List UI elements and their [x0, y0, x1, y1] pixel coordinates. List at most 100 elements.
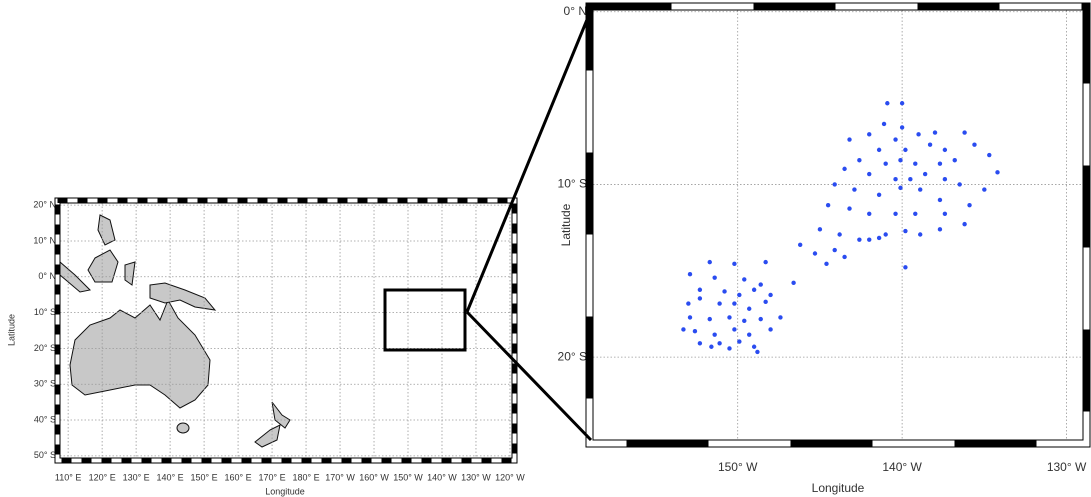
- point: [867, 237, 872, 242]
- point: [899, 125, 905, 130]
- point: [972, 142, 977, 147]
- point: [942, 211, 948, 216]
- x-tick-label: 170° W: [325, 472, 355, 482]
- x-tick-label: 150° W: [393, 472, 423, 482]
- point: [737, 292, 742, 298]
- point: [885, 101, 890, 106]
- y-tick-label: 10° N: [33, 235, 56, 245]
- map-layers: 110° E 120° E 130° E 140° E 150° E 160° E 170°…: [6, 2, 1091, 496]
- y-tick-label: 20° N: [33, 200, 56, 210]
- point: [903, 265, 908, 270]
- point: [778, 315, 783, 320]
- point: [768, 292, 773, 298]
- x-tick-label: 140° W: [427, 472, 457, 482]
- point: [758, 282, 763, 287]
- point: [791, 280, 796, 286]
- point: [847, 206, 852, 211]
- frame-inner: [592, 9, 1084, 441]
- frame-band: [586, 3, 1090, 447]
- point: [962, 221, 967, 227]
- point: [918, 232, 923, 237]
- point: [903, 228, 908, 234]
- point: [692, 329, 698, 334]
- y-tick-label: 0° N: [564, 4, 587, 18]
- x-tick-label: 170° E: [259, 472, 286, 482]
- point: [899, 101, 905, 106]
- point: [922, 171, 928, 177]
- point: [697, 341, 703, 346]
- x-tick-label: 150° W: [718, 460, 758, 474]
- y-axis-label: Latitude: [6, 314, 16, 346]
- point: [709, 344, 714, 349]
- point: [747, 332, 752, 337]
- point: [697, 296, 703, 301]
- x-tick-label: 130° W: [1047, 460, 1087, 474]
- inset-box: [383, 288, 467, 352]
- point: [727, 346, 732, 351]
- y-tick-label: 0° N: [38, 271, 56, 281]
- sulawesi: [124, 261, 136, 286]
- x-tick-label: 160° W: [359, 472, 389, 482]
- x-tick-label: 110° E: [55, 472, 81, 482]
- y-tick-label: 30° S: [34, 379, 56, 389]
- x-tick-label: 160° E: [225, 472, 252, 482]
- point: [893, 177, 898, 182]
- point: [847, 137, 852, 142]
- point: [742, 277, 747, 282]
- x-tick-label: 120° W: [495, 472, 525, 482]
- x-tick-label: 130° W: [461, 472, 491, 482]
- point: [918, 187, 923, 192]
- new-zealand-south: [254, 424, 281, 448]
- point: [697, 287, 703, 292]
- point: [825, 202, 831, 208]
- y-tick-label: 20° S: [34, 343, 56, 353]
- point: [832, 182, 837, 187]
- x-axis-label: Longitude: [265, 486, 305, 496]
- australia: [69, 298, 211, 409]
- point: [908, 177, 913, 182]
- point: [717, 341, 722, 346]
- point: [817, 227, 823, 232]
- point: [763, 299, 768, 305]
- point: [898, 158, 903, 163]
- point: [751, 287, 757, 292]
- new-guinea: [149, 282, 217, 311]
- y-tick-label: 40° S: [34, 414, 56, 424]
- point: [927, 142, 933, 147]
- x-tick-label: 120° E: [89, 472, 116, 482]
- point: [797, 242, 803, 248]
- x-tick-label: 180° E: [292, 472, 319, 482]
- point: [942, 177, 948, 182]
- point: [898, 185, 903, 191]
- point: [812, 251, 818, 256]
- x-axis-label: Longitude: [812, 481, 865, 495]
- point: [913, 211, 918, 216]
- point: [893, 137, 898, 142]
- x-tick-label: 140° W: [882, 460, 922, 474]
- point: [876, 235, 882, 241]
- point: [707, 316, 712, 322]
- point: [867, 132, 872, 137]
- x-tick-label: 140° E: [157, 472, 184, 482]
- point: [758, 316, 763, 322]
- point: [837, 232, 842, 237]
- point: [982, 187, 987, 192]
- frame-dashes: [586, 3, 1090, 447]
- point: [942, 147, 948, 153]
- point: [737, 339, 742, 344]
- point: [967, 202, 972, 208]
- point: [717, 301, 722, 306]
- y-tick-label: 50° S: [34, 450, 56, 460]
- point: [995, 170, 1000, 175]
- point: [937, 227, 943, 232]
- borneo: [87, 249, 119, 283]
- point: [681, 327, 686, 332]
- point: [937, 161, 943, 166]
- tasmania: [176, 422, 190, 434]
- point: [913, 161, 918, 166]
- point: [742, 318, 747, 324]
- frame-outer: [585, 2, 1091, 448]
- point: [876, 192, 882, 197]
- zoom-line: [465, 9, 593, 313]
